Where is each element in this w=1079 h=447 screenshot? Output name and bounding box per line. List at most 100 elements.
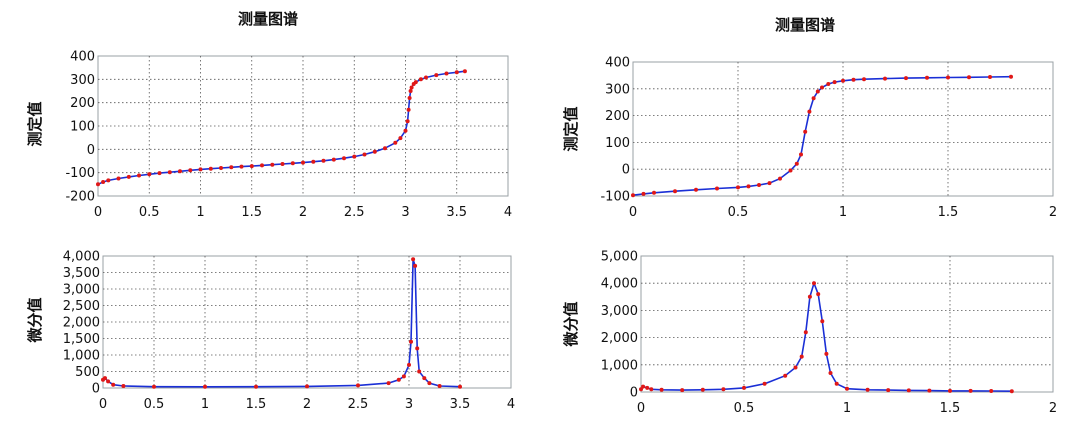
chart3-x-tick-label: 1 [839, 205, 847, 220]
chart2-data-point [103, 376, 107, 381]
chart4-y-tick-label: 3,000 [601, 304, 638, 319]
chart3-data-point [794, 161, 799, 166]
chart1-y-tick-label: 300 [70, 73, 95, 88]
chart4-y-tick-label: 2,000 [601, 331, 638, 346]
chart4-data-point [762, 381, 767, 386]
chart1-data-point [406, 107, 411, 112]
chart1-y-tick-label: -200 [65, 190, 95, 205]
chart4-y-tick-label: 4,000 [601, 277, 638, 292]
chart2-data-point [407, 362, 411, 367]
chart3-data-point [851, 77, 856, 82]
chart3-y-axis-label: 测定值 [562, 106, 580, 151]
chart3-data-point [807, 109, 812, 114]
chart2-y-tick-label: 500 [75, 365, 100, 380]
chart2-x-tick-label: 1 [201, 397, 209, 412]
chart3-x-tick-label: 2 [1049, 205, 1057, 220]
chart1-x-tick-label: 1 [196, 205, 204, 220]
chart1-y-tick-label: 0 [87, 143, 95, 158]
chart3-data-point [799, 152, 803, 157]
chart3-y-tick-label: 200 [605, 109, 630, 124]
chart2-x-tick-label: 1.5 [246, 397, 267, 412]
chart3-data-point [803, 129, 808, 134]
chart4-series-line [640, 280, 1012, 392]
chart1-data-point [280, 162, 285, 166]
chart3-y-tick-label: -100 [600, 190, 630, 205]
chart2-x-tick-label: 2.5 [348, 397, 369, 412]
chart1-x-tick-label: 2.5 [344, 205, 365, 220]
chart2-y-tick-label: 3,500 [63, 266, 100, 281]
chart1-data-point [126, 174, 131, 179]
chart1-x-tick-label: 3.5 [446, 205, 467, 220]
chart2-y-tick-label: 2,500 [63, 299, 100, 314]
chart3-data-point [673, 189, 677, 194]
chart4-data-point [828, 371, 833, 375]
chart2-data-point [396, 377, 401, 382]
chart1-data-point [147, 172, 152, 177]
chart4-data-point [659, 387, 664, 392]
chart1-data-point [393, 140, 398, 145]
chart3-data-point [788, 168, 793, 173]
chart3-data-point [841, 78, 845, 83]
chart1-y-tick-label: -100 [65, 166, 95, 181]
chart3-data-point [826, 82, 831, 86]
chart4-data-point [649, 387, 654, 392]
chart2-y-axis-label: 微分值 [26, 297, 44, 343]
chart3-x-tick-label: 0.5 [728, 205, 749, 220]
chart4-data-point [948, 388, 952, 393]
chart1-data-point [101, 180, 106, 184]
chart2-data-point [401, 374, 406, 379]
chart1-data-point [407, 96, 412, 100]
chart4-data-point [807, 294, 812, 299]
chart4-data-point [803, 330, 808, 335]
chart1-data-point [96, 182, 100, 187]
chart1-y-axis-label: 测定值 [26, 101, 44, 146]
chart2-x-tick-label: 4 [507, 397, 515, 412]
chart4-data-point [865, 387, 870, 392]
chart1-x-tick-label: 0 [94, 205, 102, 220]
chart4-x-tick-label: 0.5 [734, 401, 755, 416]
chart1-data-point [372, 149, 377, 154]
chart1-data-point [362, 152, 367, 157]
chart1-data-point [106, 178, 111, 183]
chart1-data-point [454, 70, 459, 75]
chart3-data-point [904, 76, 908, 81]
chart1-data-point [405, 119, 410, 124]
chart1-data-point [239, 164, 244, 169]
chart1-series-line [97, 70, 466, 186]
chart3-data-point [746, 184, 751, 189]
chart1-data-point [137, 173, 141, 178]
chart4-data-point [645, 385, 650, 390]
chart3-y-tick-label: 300 [605, 82, 630, 97]
chart1-data-point [260, 163, 264, 168]
chart2-x-tick-label: 0 [99, 397, 107, 412]
chart2-data-point [422, 376, 427, 381]
chart3-data-point [967, 75, 971, 80]
chart4-x-tick-label: 1.5 [940, 401, 961, 416]
chart3-data-point [694, 187, 698, 192]
chart4-data-point [812, 281, 816, 286]
chart2-data-point [121, 384, 126, 388]
chart2-x-tick-label: 0.5 [144, 397, 165, 412]
chart2-data-point [106, 379, 111, 384]
chart1-data-point [342, 156, 346, 161]
chart1-data-point [188, 168, 193, 173]
chart1-data-point [219, 166, 223, 170]
chart2-data-point [111, 382, 116, 387]
chart1-data-point [301, 160, 305, 165]
chart4-data-point [820, 319, 825, 324]
chart1-data-point [444, 71, 449, 76]
chart3-data-point [883, 76, 887, 81]
chart2-y-tick-label: 1,500 [63, 332, 100, 347]
chart4-y-tick-label: 1,000 [601, 358, 638, 373]
chart4-data-point [799, 354, 804, 359]
chart1-data-point [311, 159, 316, 164]
chart3-data-point [946, 75, 950, 80]
chart4-data-point [834, 381, 839, 386]
chart4-data-point [989, 389, 994, 393]
chart1-x-tick-label: 2 [299, 205, 307, 220]
chart2-data-point [203, 384, 207, 389]
chart1-data-point [270, 162, 275, 167]
chart3-x-tick-label: 0 [629, 205, 637, 220]
chart2-data-point [415, 346, 420, 351]
